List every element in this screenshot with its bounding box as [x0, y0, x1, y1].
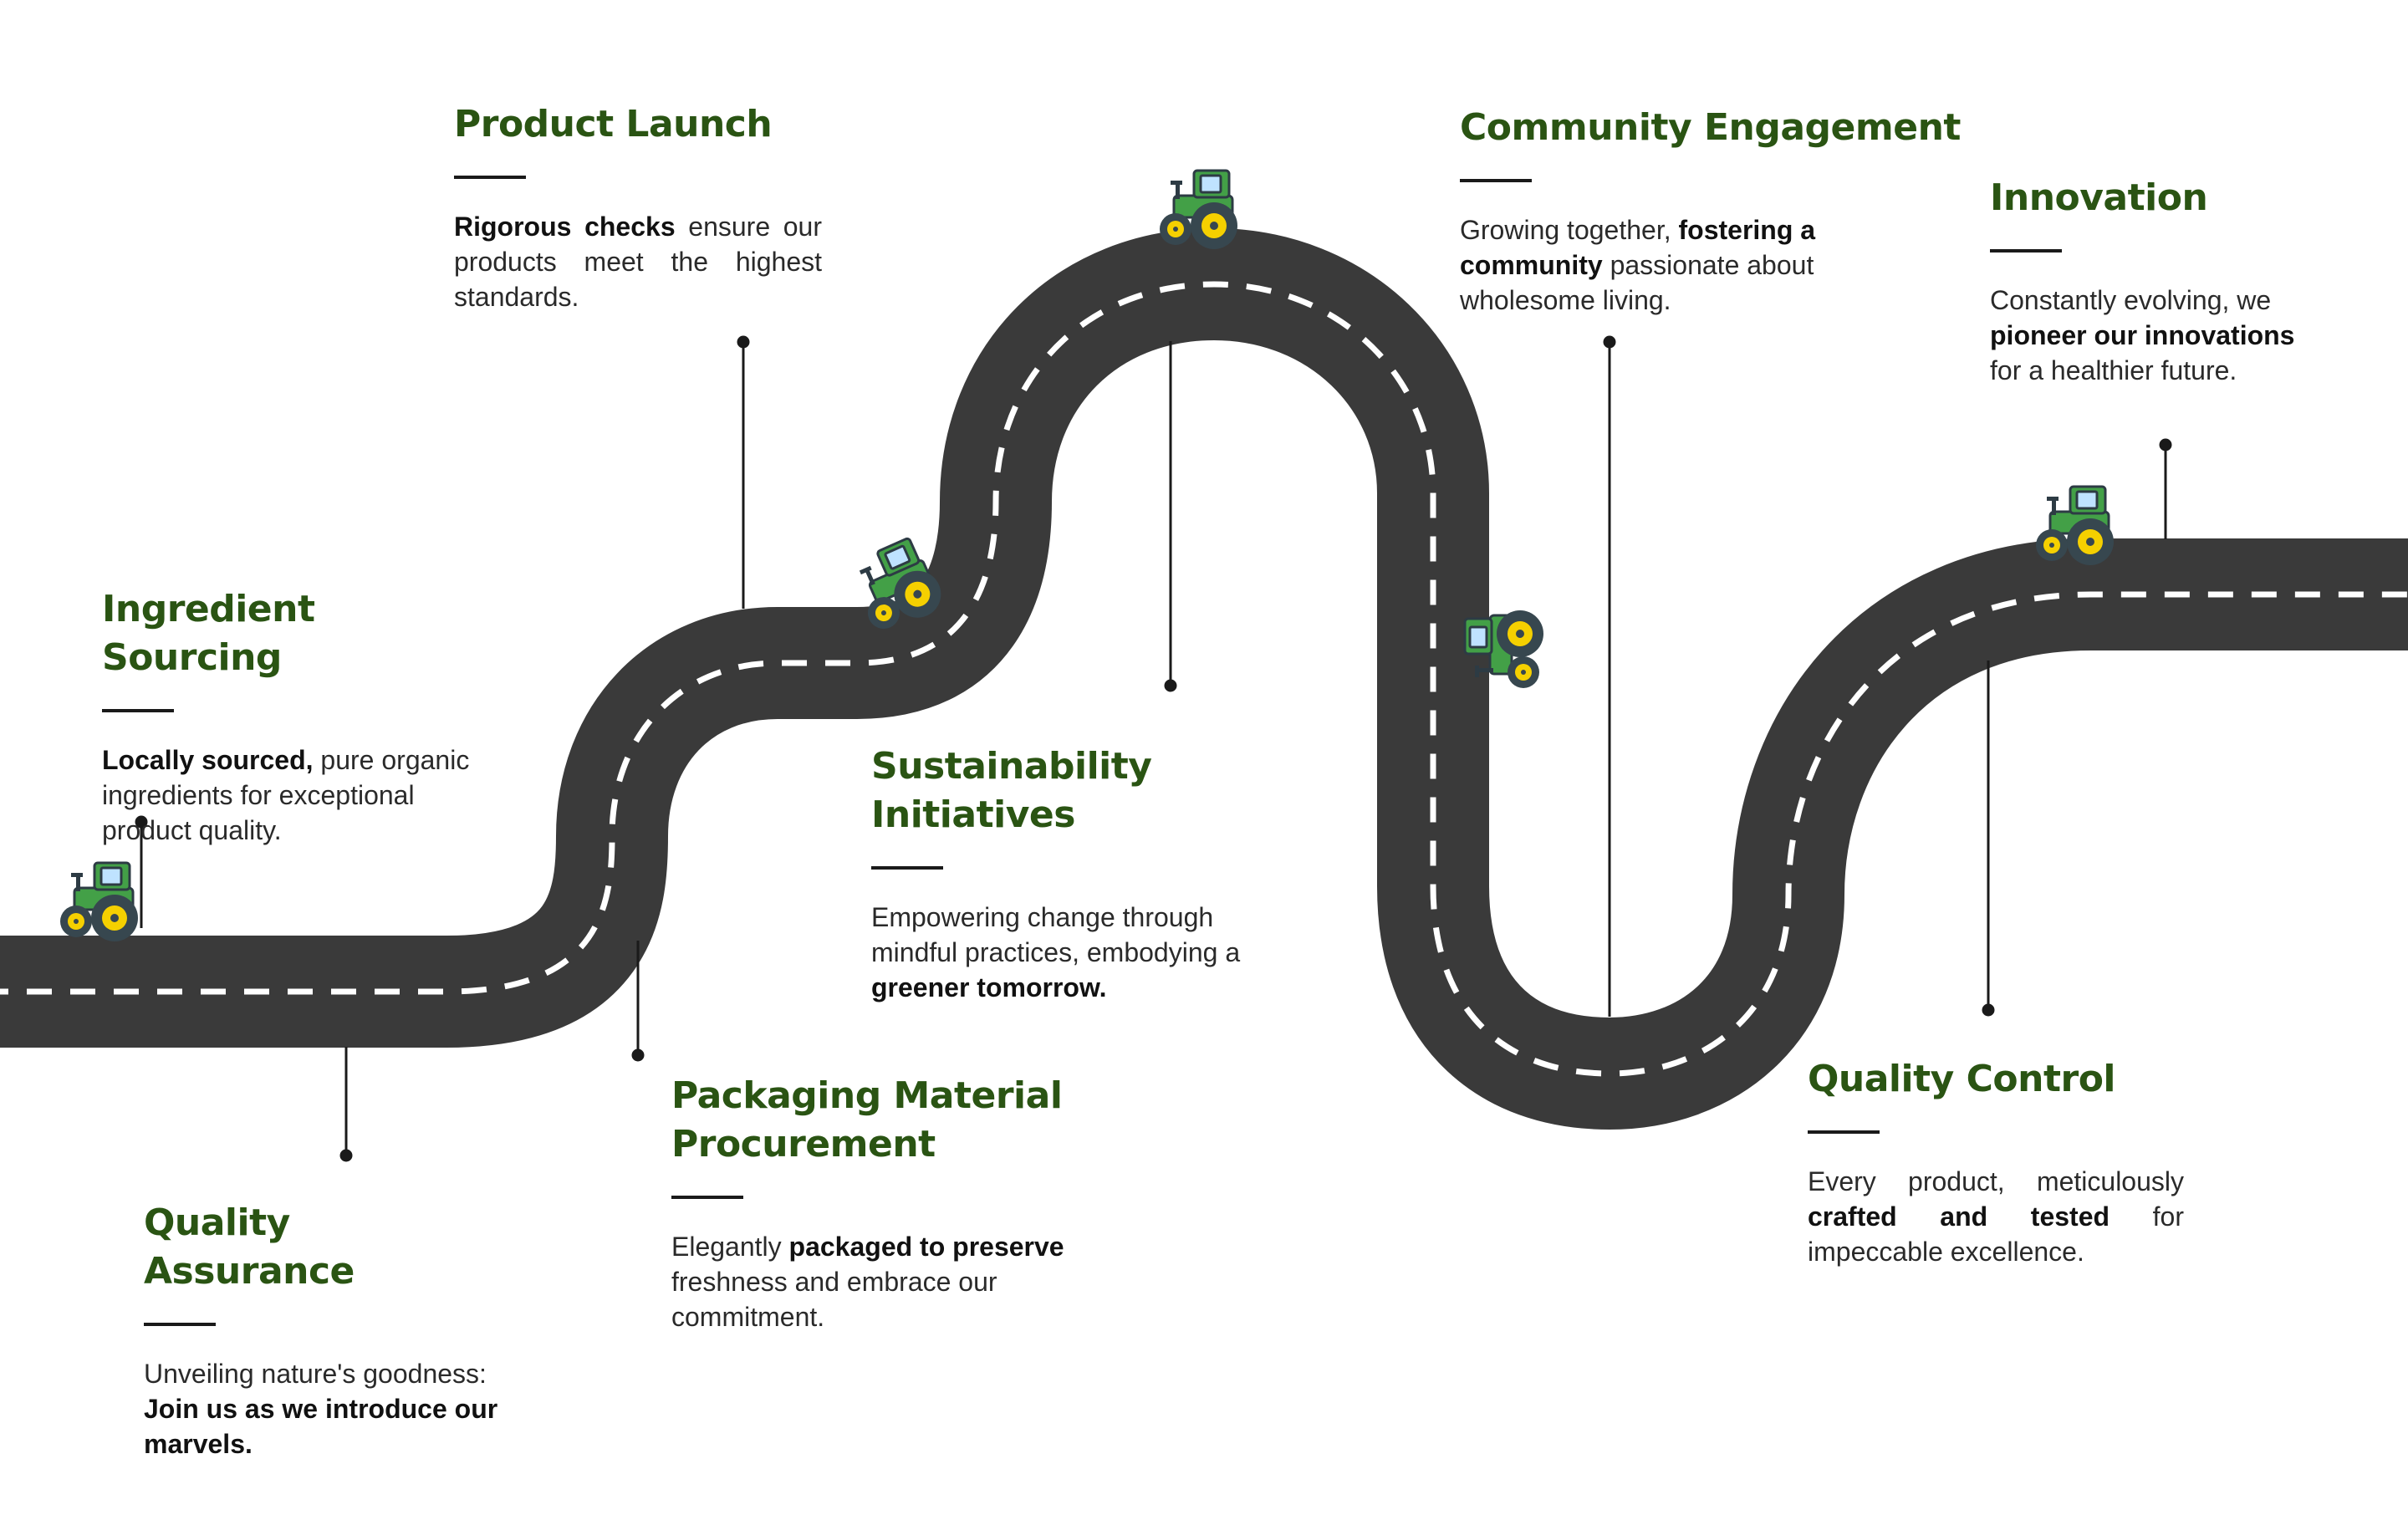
body-text: passionate about wholesome living.	[1460, 250, 1814, 315]
tractor-icon	[1463, 609, 1545, 690]
milestone-quality-control: Quality Control Every product, meticulou…	[1808, 1055, 2184, 1269]
road	[0, 228, 2408, 1130]
title-divider	[1990, 249, 2062, 252]
title-divider	[454, 176, 526, 179]
tractor-icon	[59, 861, 140, 943]
milestone-title: Packaging Material Procurement	[671, 1074, 1063, 1166]
milestone-innovation: Innovation Constantly evolving, we pione…	[1990, 174, 2324, 388]
body-text: Unveiling nature's goodness:	[144, 1359, 487, 1389]
title-divider	[871, 866, 943, 870]
title-divider	[671, 1196, 743, 1199]
milestone-description: Every product, meticulously crafted and …	[1808, 1164, 2184, 1269]
emphasis-text: packaged to preserve	[788, 1232, 1064, 1262]
body-text: freshness and embrace our commitment.	[671, 1267, 997, 1332]
milestone-title: Quality Assurance	[144, 1201, 355, 1293]
milestone-description: Rigorous checks ensure our products meet…	[454, 209, 822, 314]
connector-packaging	[631, 941, 645, 1062]
connector-quality-assurance	[339, 1047, 353, 1162]
body-text: pure organic ingredients for exceptional…	[102, 745, 470, 845]
emphasis-text: greener tomorrow.	[871, 972, 1107, 1002]
milestone-sustainability-initiatives: Sustainability Initiatives Empowering ch…	[871, 742, 1339, 1005]
milestone-description: Unveiling nature's goodness: Join us as …	[144, 1356, 503, 1461]
body-text: Constantly evolving, we	[1990, 285, 2272, 315]
connector-community	[1603, 335, 1616, 1017]
emphasis-text: fostering a community	[1460, 215, 1816, 280]
milestone-packaging-material-procurement: Packaging Material Procurement Elegantly…	[671, 1072, 1073, 1334]
emphasis-text: Join us as we introduce our marvels.	[144, 1394, 498, 1459]
body-text: Growing together,	[1460, 215, 1679, 245]
body-text: Empowering change through mindful practi…	[871, 902, 1241, 967]
milestone-title: Product Launch	[454, 103, 773, 145]
milestone-title: Community Engagement	[1460, 106, 1961, 149]
milestone-quality-assurance: Quality Assurance Unveiling nature's goo…	[144, 1199, 503, 1461]
connector-sustainability	[1164, 341, 1177, 692]
title-divider	[1808, 1130, 1880, 1134]
milestone-title: Quality Control	[1808, 1058, 2116, 1100]
milestone-product-launch: Product Launch Rigorous checks ensure ou…	[454, 100, 822, 314]
milestone-title: Sustainability Initiatives	[871, 745, 1152, 836]
body-text: for impeccable excellence.	[1808, 1201, 2185, 1267]
milestone-title: Ingredient Sourcing	[102, 588, 315, 679]
connector-lines	[135, 335, 2172, 1162]
body-text: Every product, meticulously	[1808, 1166, 2184, 1196]
milestone-description: Elegantly packaged to preserve freshness…	[671, 1229, 1073, 1334]
body-text: Elegantly	[671, 1232, 789, 1262]
milestone-description: Growing together, fostering a community …	[1460, 212, 1836, 318]
body-text: ensure our products meet the highest sta…	[454, 212, 823, 312]
connector-innovation	[2159, 438, 2172, 539]
emphasis-text: Locally sourced,	[102, 745, 314, 775]
milestone-description: Locally sourced, pure organic ingredient…	[102, 742, 503, 848]
milestone-description: Empowering change through mindful practi…	[871, 900, 1247, 1005]
connector-product-launch	[737, 335, 750, 609]
tractor-icon	[2034, 485, 2115, 567]
connector-quality-control	[1982, 661, 1995, 1017]
connector-ingredient-sourcing	[135, 815, 148, 928]
title-divider	[102, 709, 174, 712]
milestone-title: Innovation	[1990, 176, 2208, 219]
body-text: for a healthier future.	[1990, 355, 2237, 385]
emphasis-text: crafted and tested	[1808, 1201, 2110, 1232]
milestone-description: Constantly evolving, we pioneer our inno…	[1990, 283, 2324, 388]
road-lane-marking	[0, 281, 2408, 1077]
emphasis-text: Rigorous checks	[454, 212, 676, 242]
emphasis-text: pioneer our innovations	[1990, 320, 2295, 350]
tractor-icon	[1158, 169, 1239, 251]
milestone-community-engagement: Community Engagement Growing together, f…	[1460, 104, 1978, 318]
title-divider	[144, 1323, 216, 1326]
title-divider	[1460, 179, 1532, 182]
milestone-ingredient-sourcing: Ingredient Sourcing Locally sourced, pur…	[102, 585, 503, 848]
